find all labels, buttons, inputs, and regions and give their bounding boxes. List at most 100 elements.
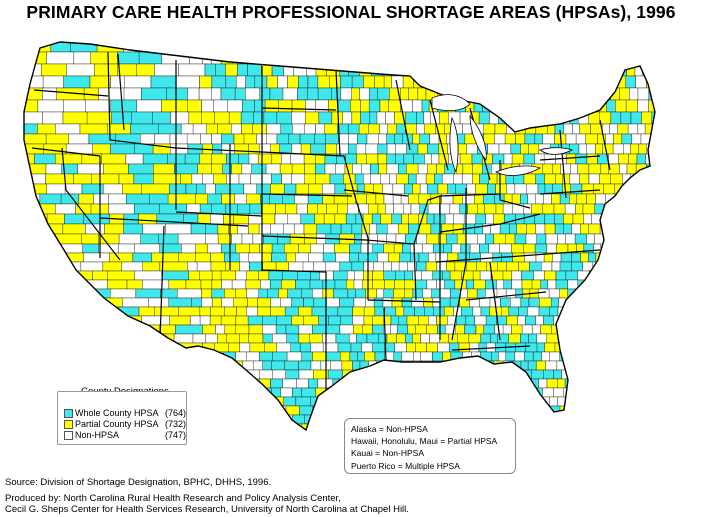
county-cell [548, 288, 560, 299]
county-cell [192, 333, 206, 344]
county-cell [603, 261, 614, 272]
county-cell [24, 252, 45, 263]
county-cell [221, 405, 234, 416]
county-cell [437, 342, 450, 353]
county-cell [614, 270, 625, 281]
county-cell [341, 42, 351, 53]
county-cell [24, 261, 38, 272]
county-cell [422, 243, 434, 254]
county-cell [259, 87, 271, 101]
county-cell [118, 173, 135, 185]
county-cell [351, 111, 361, 125]
county-cell [527, 111, 540, 125]
county-cell [395, 306, 405, 317]
county-cell [421, 270, 433, 281]
county-cell [337, 306, 353, 317]
county-cell [382, 297, 393, 308]
county-cell [416, 173, 427, 185]
county-cell [322, 288, 334, 299]
county-cell [317, 87, 332, 101]
county-cell [478, 111, 490, 125]
county-cell [463, 396, 473, 407]
county-cell [467, 75, 480, 89]
county-cell [612, 51, 622, 65]
county-cell [310, 396, 326, 407]
county-cell [612, 143, 624, 155]
county-cell [235, 315, 249, 326]
county-cell [499, 243, 512, 254]
county-cell [459, 405, 467, 416]
county-cell [333, 270, 348, 281]
county-cell [270, 223, 284, 235]
county-cell [208, 369, 218, 380]
county-cell [627, 233, 638, 245]
county-cell [246, 405, 260, 416]
county-cell [410, 51, 419, 65]
county-cell [211, 163, 223, 175]
county-cell [46, 51, 75, 65]
county-cell [360, 99, 370, 113]
county-cell [606, 99, 616, 113]
county-cell [651, 414, 655, 425]
county-cell [555, 279, 568, 290]
county-cell [151, 252, 179, 263]
county-cell [345, 183, 358, 195]
county-cell [153, 163, 175, 175]
county-cell [555, 270, 567, 281]
county-cell [353, 297, 366, 308]
county-cell [468, 51, 477, 65]
county-cell [611, 405, 622, 416]
county-cell [460, 378, 471, 389]
county-cell [337, 99, 351, 113]
county-cell [641, 315, 651, 326]
county-cell [459, 111, 472, 125]
county-cell [209, 315, 222, 326]
county-cell [350, 405, 363, 416]
county-cell [382, 183, 394, 195]
county-cell [386, 163, 399, 175]
county-cell [652, 351, 655, 362]
county-cell [467, 288, 478, 299]
county-cell [91, 173, 120, 185]
county-cell [581, 63, 590, 77]
county-cell [217, 333, 227, 344]
county-cell [451, 243, 461, 254]
county-cell [108, 324, 136, 335]
county-cell [148, 351, 166, 362]
county-cell [190, 223, 206, 235]
county-cell [585, 42, 598, 53]
county-cell [340, 75, 353, 89]
county-cell [117, 63, 137, 77]
county-cell [635, 193, 648, 205]
note-hawaii: Hawaii, Honolulu, Maui = Partial HPSA [351, 436, 498, 447]
legend-swatch-partial [64, 420, 73, 429]
county-cell [305, 111, 320, 125]
county-cell [562, 63, 571, 77]
county-cell [617, 433, 628, 442]
county-cell [132, 252, 153, 263]
county-cell [542, 387, 554, 398]
county-cell [357, 133, 368, 145]
county-cell [508, 111, 518, 125]
county-cell [368, 233, 378, 245]
county-cell [585, 342, 598, 353]
county-cell [599, 111, 612, 125]
county-cell [542, 133, 555, 145]
county-cell [613, 315, 625, 326]
county-cell [570, 405, 581, 416]
county-cell [628, 433, 639, 442]
county-cell [585, 333, 594, 344]
county-cell [513, 63, 526, 77]
county-cell [281, 414, 293, 425]
county-cell [462, 173, 473, 185]
county-cell [621, 378, 634, 389]
county-cell [271, 173, 282, 185]
county-cell [285, 324, 300, 335]
county-cell [62, 111, 88, 125]
county-cell [142, 223, 166, 235]
county-cell [627, 396, 638, 407]
county-cell [239, 333, 249, 344]
county-cell [197, 423, 212, 430]
county-cell [24, 213, 48, 225]
county-cell [400, 51, 411, 65]
